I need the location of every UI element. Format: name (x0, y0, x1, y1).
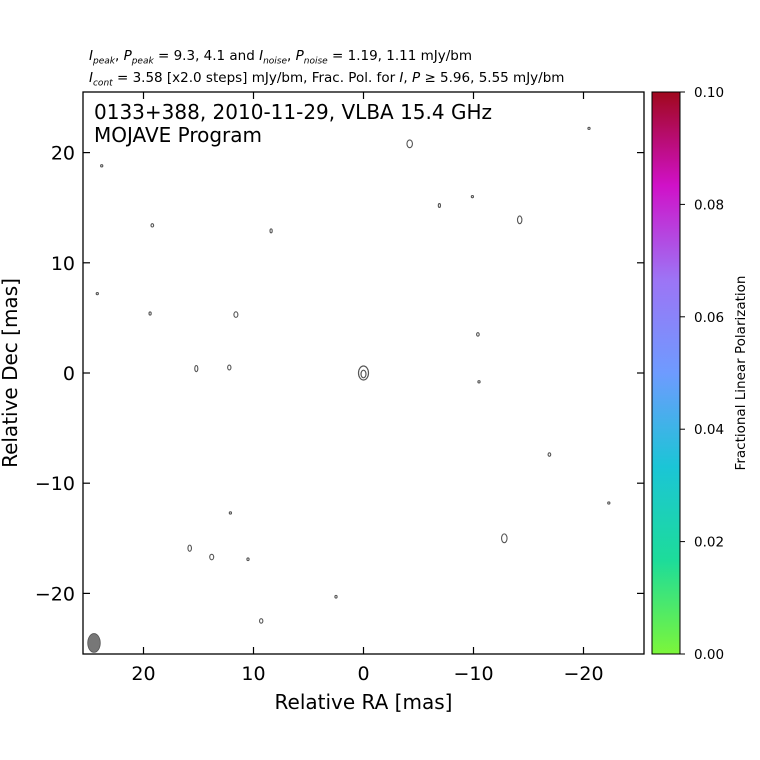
fracpol-i-symbol: I (399, 70, 404, 86)
noise-contour (269, 228, 273, 234)
x-tick-label: −10 (453, 663, 493, 685)
ipeak-subscript: peak (92, 56, 115, 67)
beam-ellipse (87, 633, 101, 653)
noise-contour (233, 311, 239, 318)
colorbar-tick-label: 0.02 (694, 535, 724, 551)
colorbar (651, 91, 681, 655)
noise-contour (547, 452, 552, 457)
noise-contour (187, 544, 193, 552)
noise-contour (95, 292, 99, 296)
plot-frame (82, 91, 645, 655)
header-line2-b: , (403, 70, 412, 86)
noise-contour (194, 364, 199, 373)
noise-contour (334, 594, 338, 599)
noise-contour (100, 164, 104, 168)
x-tick-label: 20 (131, 663, 155, 685)
y-tick-label: 20 (51, 143, 75, 165)
noise-contour (246, 557, 250, 562)
header-contour-line: Icont = 3.58 [x2.0 steps] mJy/bm, Frac. … (89, 70, 564, 89)
chart-title-line1: 0133+388, 2010-11-29, VLBA 15.4 GHz (94, 100, 492, 124)
noise-contour (150, 223, 155, 228)
y-tick-label: 10 (51, 253, 75, 275)
header-line1-mid: = 9.3, 4.1 and (153, 48, 260, 64)
colorbar-tick-label: 0.06 (694, 310, 724, 326)
icont-subscript: cont (92, 78, 113, 89)
colorbar-tick-label: 0.00 (694, 647, 724, 663)
noise-contour (259, 618, 264, 624)
icont-symbol: I (89, 70, 93, 86)
core-contour-outer (357, 365, 370, 381)
noise-contour (470, 195, 475, 199)
noise-contour (607, 501, 611, 505)
y-tick-label: −20 (35, 583, 75, 605)
header-line1-end: = 1.19, 1.11 mJy/bm (327, 48, 472, 64)
noise-contour (406, 139, 414, 149)
x-axis-label: Relative RA [mas] (275, 690, 453, 714)
ipeak-symbol: I (89, 48, 93, 64)
colorbar-tick-label: 0.04 (694, 422, 724, 438)
noise-contour (227, 364, 232, 371)
noise-contour (148, 311, 152, 316)
pnoise-subscript: noise (303, 56, 328, 67)
y-axis-label: Relative Dec [mas] (0, 278, 22, 468)
noise-contour (477, 380, 481, 384)
pnoise-symbol: P (295, 48, 304, 64)
colorbar-ticks: 0.00 0.02 0.04 0.06 0.08 0.10 (680, 85, 724, 663)
colorbar-label: Fractional Linear Polarization (733, 276, 749, 471)
x-tick-label: −20 (563, 663, 603, 685)
x-tick-label: 0 (357, 663, 369, 685)
y-tick-label: 0 (63, 363, 75, 385)
noise-contour (476, 332, 480, 337)
noise-contour (228, 511, 233, 515)
fracpol-p-symbol: P (412, 70, 421, 86)
noise-contour (500, 533, 508, 544)
plot-area (87, 126, 611, 653)
noise-contour (516, 215, 523, 225)
chart-title-line2: MOJAVE Program (94, 123, 262, 147)
colorbar-tick-label: 0.10 (694, 85, 724, 101)
axis-ticks: 20 10 0 −10 −20 20 10 0 −10 −20 (35, 92, 644, 685)
core-contour-inner (360, 369, 367, 379)
header-line2-c: ≥ 5.96, 5.55 mJy/bm (420, 70, 565, 86)
ppeak-subscript: peak (131, 56, 154, 67)
inoise-subscript: noise (263, 56, 288, 67)
inoise-symbol: I (259, 48, 264, 64)
noise-contour (209, 553, 215, 561)
header-line2-a: = 3.58 [x2.0 steps] mJy/bm, Frac. Pol. f… (112, 70, 400, 86)
colorbar-tick-label: 0.08 (694, 197, 724, 213)
noise-contour (587, 126, 591, 131)
ppeak-symbol: P (123, 48, 132, 64)
header-noise-line: Ipeak, Ppeak = 9.3, 4.1 and Inoise, Pnoi… (89, 48, 472, 67)
x-tick-label: 10 (241, 663, 265, 685)
y-tick-label: −10 (35, 473, 75, 495)
noise-contour (437, 202, 442, 209)
